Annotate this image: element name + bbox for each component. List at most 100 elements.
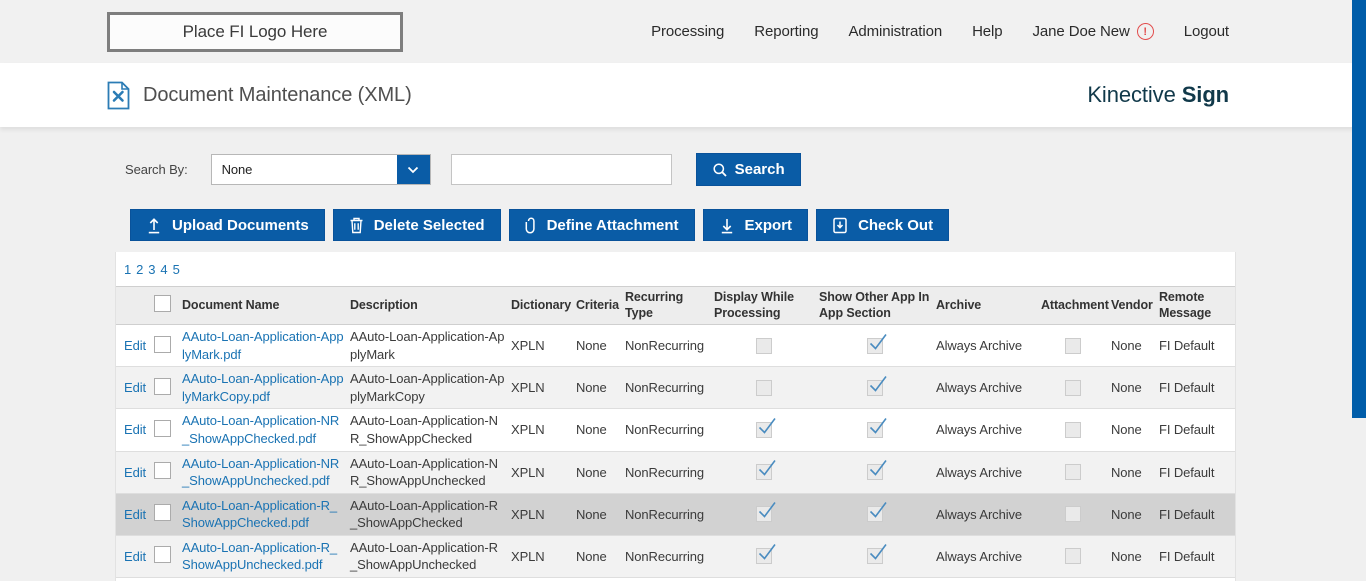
display-while-processing-checkbox[interactable]	[755, 337, 772, 354]
dictionary-cell: XPLN	[511, 338, 545, 354]
edit-link[interactable]: Edit	[124, 422, 147, 438]
attachment-checkbox[interactable]	[1065, 548, 1081, 565]
action-toolbar: Upload Documents Delete Selected Define …	[130, 209, 1366, 241]
document-name-link[interactable]: AAuto-Loan-Application-ApplyMarkCopy.pdf	[182, 371, 344, 404]
page-link[interactable]: 2	[136, 262, 144, 277]
criteria-cell: None	[576, 548, 607, 564]
check-out-label: Check Out	[858, 216, 934, 234]
edit-link[interactable]: Edit	[124, 464, 147, 480]
vertical-scrollbar[interactable]	[1352, 0, 1366, 581]
dictionary-cell: XPLN	[511, 506, 545, 522]
document-name-cell: AAuto-Loan-Application-ApplyMark.pdf	[182, 325, 350, 366]
display-while-processing-checkbox[interactable]	[755, 460, 776, 481]
document-name-cell: AAuto-Loan-Application-ApplyMarkCopy.pdf	[182, 367, 350, 408]
export-button[interactable]: Export	[702, 209, 809, 241]
edit-cell: Edit	[116, 335, 154, 356]
vendor-cell: None	[1111, 380, 1142, 396]
archive-cell: Always Archive	[936, 338, 1023, 354]
search-by-dropdown[interactable]: None	[210, 154, 431, 185]
show-other-app-checkbox[interactable]	[866, 460, 887, 481]
nav-item-logout[interactable]: Logout	[1183, 23, 1229, 40]
edit-cell: Edit	[116, 546, 154, 567]
display-while-processing-checkbox[interactable]	[755, 418, 776, 438]
fi-logo-placeholder: Place FI Logo Here	[107, 11, 403, 52]
remote-message-cell: FI Default	[1159, 506, 1215, 522]
check-out-button[interactable]: Check Out	[816, 209, 950, 241]
nav-item-user[interactable]: Jane Doe New !	[1033, 23, 1154, 40]
show-other-app-checkbox[interactable]	[866, 502, 887, 523]
document-name-link[interactable]: AAuto-Loan-Application-R_ShowAppChecked.…	[182, 497, 338, 531]
document-name-cell: AAuto-Loan-Application-R_ShowAppChecked.…	[182, 494, 350, 535]
row-checkbox[interactable]	[154, 335, 171, 353]
page-link[interactable]: 5	[172, 262, 180, 277]
nav-item-processing[interactable]: Processing	[651, 23, 725, 40]
col-recurring-type: Recurring Type	[625, 290, 684, 320]
page-link[interactable]: 1	[124, 262, 132, 277]
display-while-processing-checkbox[interactable]	[755, 544, 776, 565]
attachment-checkbox[interactable]	[1065, 379, 1081, 396]
attachment-checkbox[interactable]	[1065, 337, 1081, 354]
document-name-link[interactable]: AAuto-Loan-Application-NR_ShowAppUncheck…	[182, 455, 340, 489]
table-row: Edit AAuto-Loan-Application-R_ShowAppUnch…	[116, 535, 1235, 578]
col-remote-message: Remote Message	[1159, 290, 1212, 320]
display-while-processing-checkbox[interactable]	[755, 379, 772, 396]
recurring-type-cell: NonRecurring	[625, 548, 705, 564]
delete-selected-button[interactable]: Delete Selected	[332, 209, 501, 241]
export-label: Export	[744, 216, 793, 234]
show-other-app-checkbox[interactable]	[866, 375, 887, 396]
attachment-checkbox-cell	[1041, 419, 1111, 441]
search-input[interactable]	[450, 154, 672, 185]
document-name-link[interactable]: AAuto-Loan-Application-R_ShowAppUnchecke…	[182, 539, 338, 573]
show-other-app-checkbox[interactable]	[866, 333, 887, 354]
row-checkbox[interactable]	[154, 419, 171, 437]
edit-cell: Edit	[116, 462, 154, 483]
attachment-checkbox[interactable]	[1065, 506, 1081, 523]
user-name: Jane Doe New	[1032, 23, 1130, 40]
show-other-app-checkbox[interactable]	[866, 418, 887, 438]
edit-link[interactable]: Edit	[124, 506, 147, 522]
edit-link[interactable]: Edit	[124, 338, 147, 354]
page-link[interactable]: 3	[148, 262, 156, 277]
edit-link[interactable]: Edit	[124, 548, 147, 564]
select-all-checkbox[interactable]	[154, 294, 171, 312]
brand-name: Kinective	[1087, 82, 1176, 107]
document-name-link[interactable]: AAuto-Loan-Application-NR_ShowAppChecked…	[182, 413, 340, 446]
row-checkbox[interactable]	[154, 504, 171, 522]
row-checkbox-cell	[154, 417, 182, 443]
attachment-checkbox[interactable]	[1065, 421, 1081, 438]
nav-item-reporting[interactable]: Reporting	[754, 23, 819, 40]
show-other-app-checkbox[interactable]	[866, 544, 887, 565]
row-checkbox-cell	[154, 543, 182, 569]
chevron-down-icon[interactable]	[396, 155, 430, 184]
nav-item-administration[interactable]: Administration	[848, 23, 943, 40]
edit-link[interactable]: Edit	[124, 380, 147, 396]
define-attachment-button[interactable]: Define Attachment	[508, 209, 695, 241]
display-while-processing-checkbox-cell	[714, 418, 819, 441]
brand-logo: Kinective Sign	[1087, 82, 1229, 108]
row-checkbox-cell	[154, 333, 182, 359]
remote-message-cell: FI Default	[1159, 422, 1215, 438]
attachment-checkbox[interactable]	[1065, 464, 1081, 481]
display-while-processing-checkbox-cell	[714, 544, 819, 567]
description-cell: AAuto-Loan-Application-ApplyMarkCopy	[350, 371, 505, 404]
remote-message-cell: FI Default	[1159, 464, 1215, 480]
table-body: Edit AAuto-Loan-Application-ApplyMark.pdf…	[116, 325, 1235, 581]
criteria-cell: None	[576, 464, 607, 480]
search-button-label: Search	[734, 161, 785, 178]
nav-item-help[interactable]: Help	[972, 23, 1003, 40]
document-name-cell: AAuto-Loan-Application-NR_ShowAppUncheck…	[182, 452, 350, 493]
search-button[interactable]: Search	[695, 153, 801, 186]
display-while-processing-checkbox-cell	[714, 335, 819, 357]
page-link[interactable]: 4	[160, 262, 168, 277]
row-checkbox[interactable]	[154, 546, 171, 564]
upload-icon	[146, 217, 162, 234]
upload-documents-button[interactable]: Upload Documents	[130, 209, 325, 241]
table-row: Edit AAuto-Loan-Application-ApplyMark.pdf…	[116, 325, 1235, 368]
document-name-link[interactable]: AAuto-Loan-Application-ApplyMark.pdf	[182, 329, 344, 362]
scrollbar-thumb[interactable]	[1352, 0, 1366, 418]
table-header-row: Document Name Description Dictionary Cri…	[116, 286, 1235, 326]
row-checkbox[interactable]	[154, 377, 171, 395]
display-while-processing-checkbox[interactable]	[755, 502, 776, 523]
row-checkbox[interactable]	[154, 462, 171, 480]
remote-message-cell: FI Default	[1159, 548, 1215, 564]
